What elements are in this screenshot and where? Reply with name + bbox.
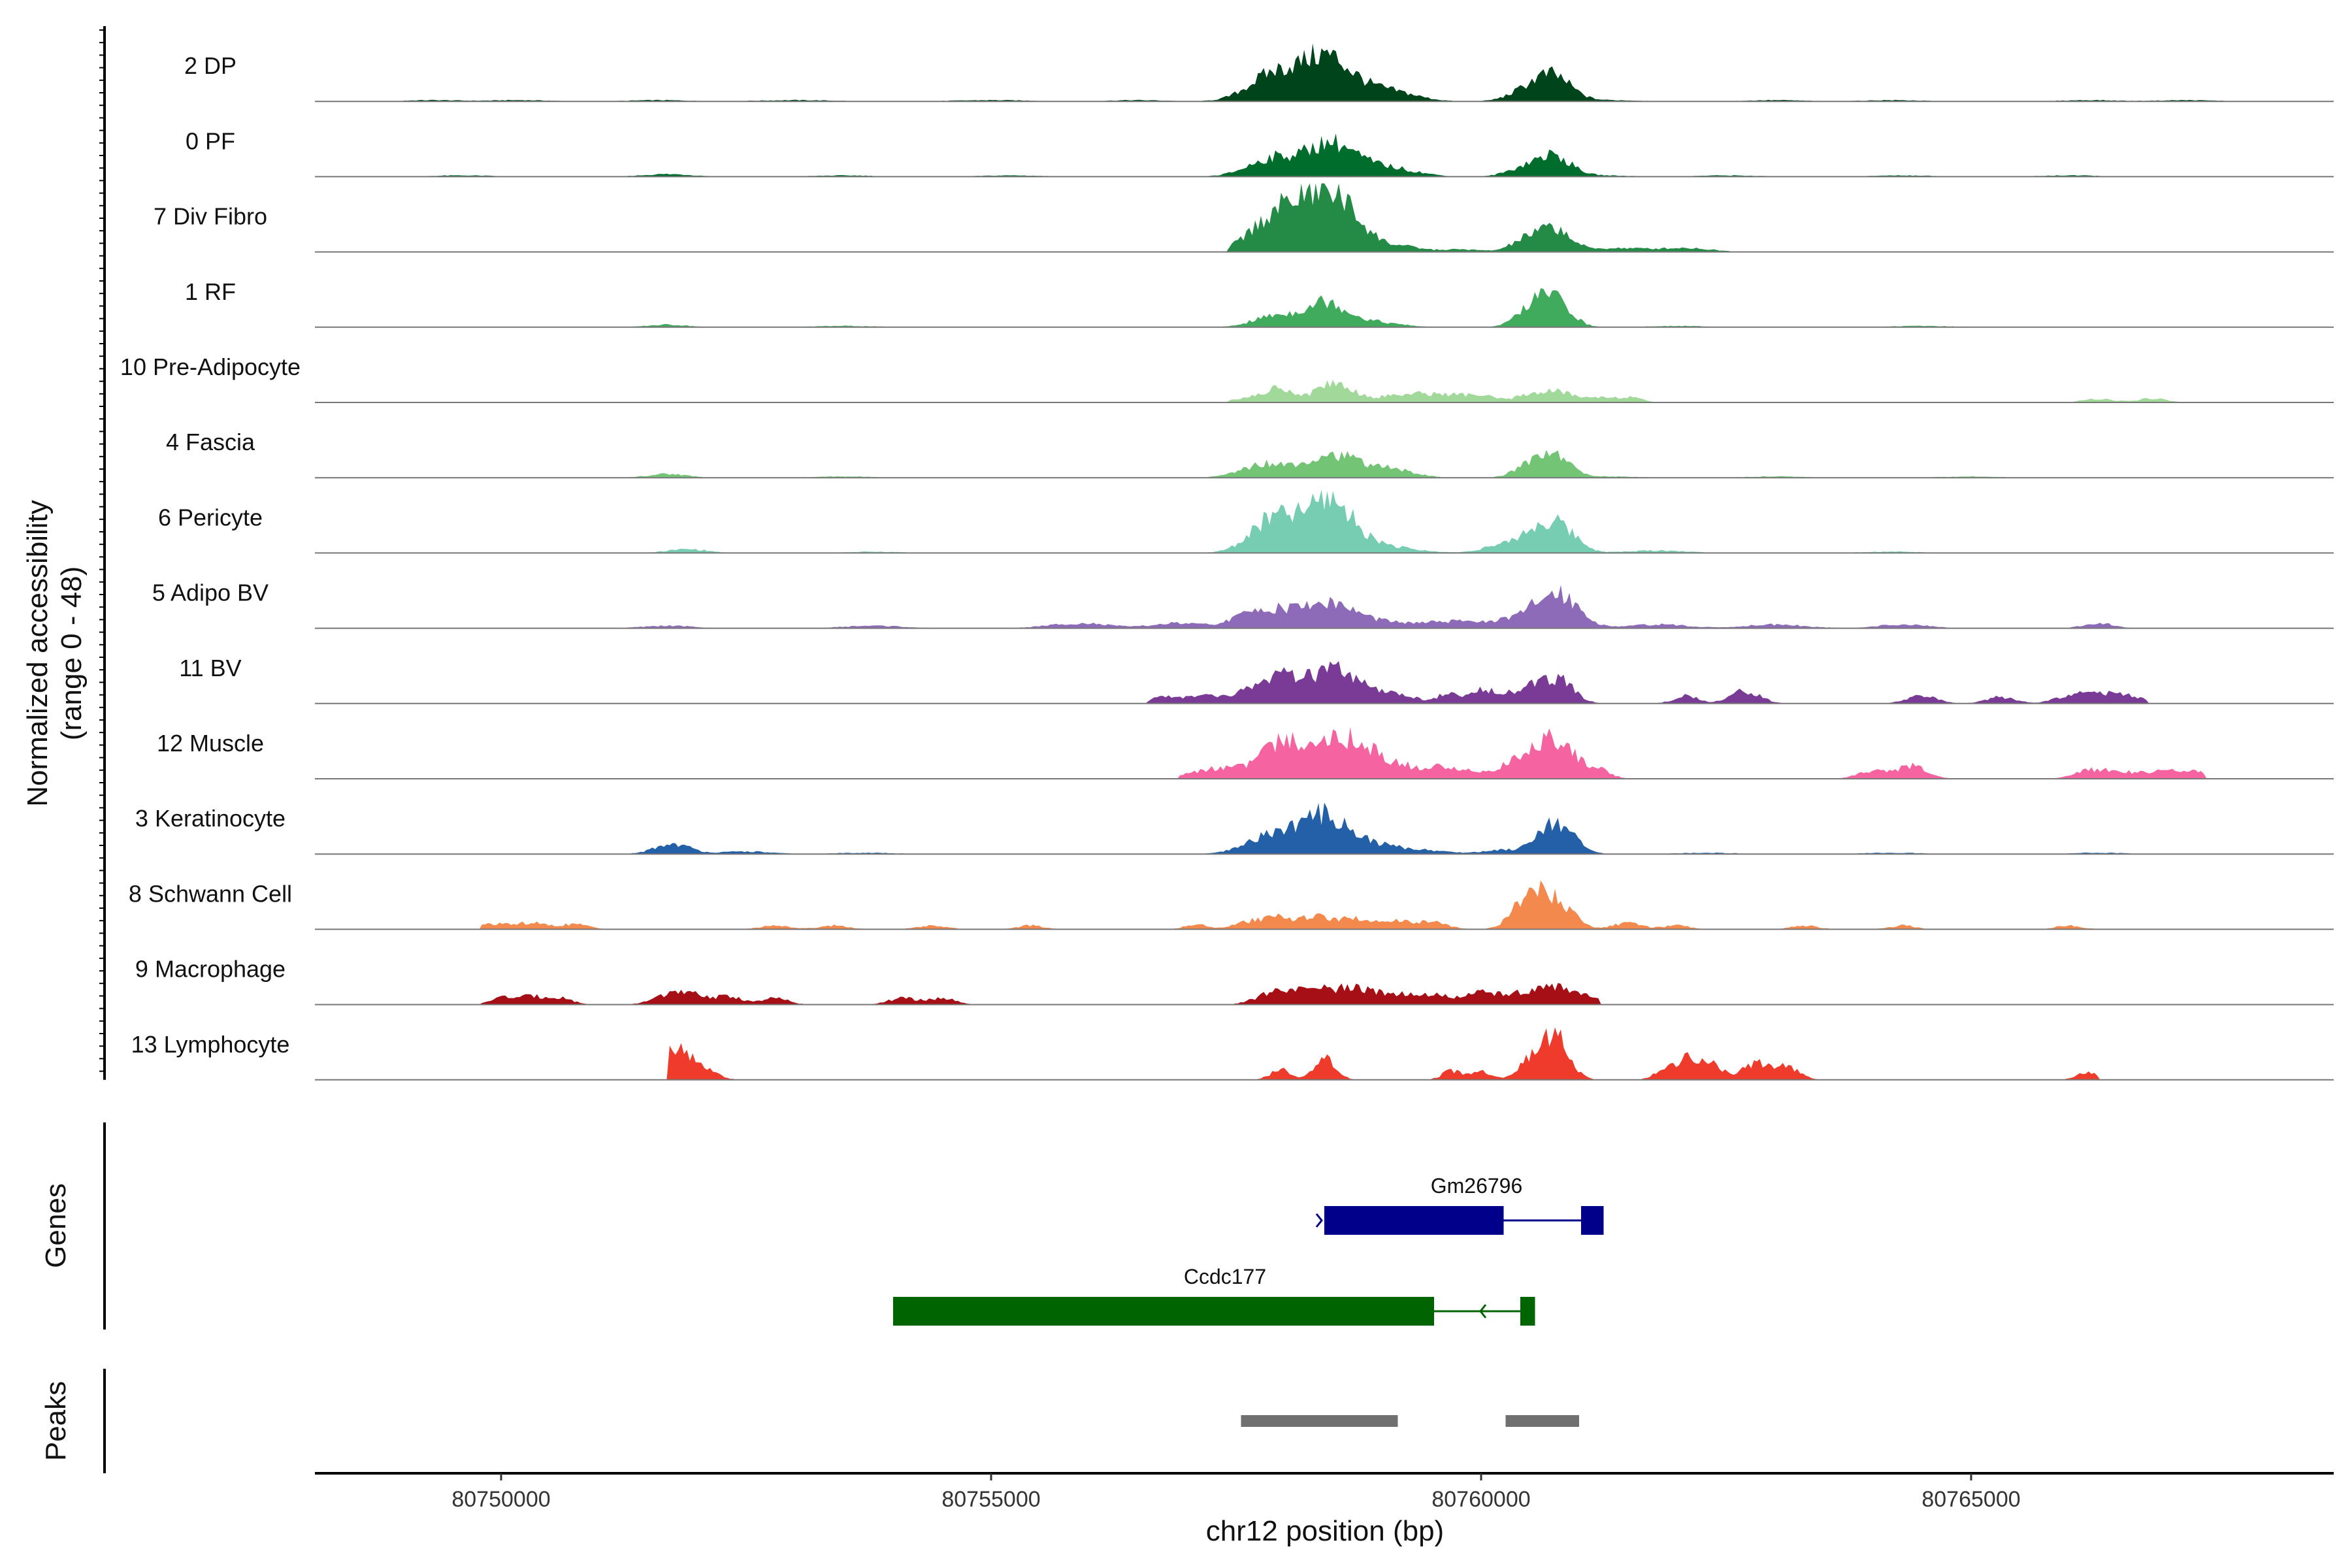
coverage-area xyxy=(315,133,2334,177)
gene-annotations: Gm26796 Ccdc177 xyxy=(893,1174,1604,1326)
coverage-area xyxy=(315,661,2334,704)
track-13: 13 Lymphocyte xyxy=(131,1027,2334,1081)
track-7: 5 Adipo BV xyxy=(152,580,2334,629)
track-10: 3 Keratinocyte xyxy=(135,802,2334,855)
peaks-panel-label: Peaks xyxy=(40,1381,72,1461)
track-label: 1 RF xyxy=(185,278,236,305)
strand-arrow-icon xyxy=(1497,1213,1505,1228)
track-label: 7 Div Fibro xyxy=(154,203,267,230)
y-axis-title: Normalized accessibility (range 0 - 48) xyxy=(22,500,88,806)
peak-region-bar xyxy=(1505,1415,1579,1427)
x-tick-label: 80750000 xyxy=(451,1487,550,1512)
track-5: 4 Fascia xyxy=(166,429,2334,479)
y-axis-title-line1: Normalized accessibility xyxy=(22,500,54,806)
track-4: 10 Pre-Adipocyte xyxy=(120,353,2334,403)
track-label: 8 Schwann Cell xyxy=(129,880,292,907)
track-label: 4 Fascia xyxy=(166,429,255,455)
track-12: 9 Macrophage xyxy=(135,956,2334,1005)
coverage-area xyxy=(315,727,2334,779)
track-2: 7 Div Fibro xyxy=(154,183,2334,253)
track-1: 0 PF xyxy=(186,127,2334,178)
track-label: 0 PF xyxy=(186,127,235,154)
track-label: 10 Pre-Adipocyte xyxy=(120,353,301,380)
track-9: 12 Muscle xyxy=(157,727,2334,779)
track-3: 1 RF xyxy=(185,278,2334,328)
x-axis: 80750000 80755000 80760000 80765000 xyxy=(315,1472,2334,1512)
track-label: 2 DP xyxy=(184,52,237,79)
x-tick-label: 80760000 xyxy=(1431,1487,1530,1512)
track-label: 9 Macrophage xyxy=(135,956,286,983)
gene-exon xyxy=(1581,1206,1604,1235)
coverage-area xyxy=(315,43,2334,102)
track-11: 8 Schwann Cell xyxy=(129,880,2334,930)
track-6: 6 Pericyte xyxy=(158,489,2334,554)
strand-arrow-icon xyxy=(1315,1213,1323,1228)
track-label: 6 Pericyte xyxy=(158,504,263,531)
x-axis-title: chr12 position (bp) xyxy=(1206,1515,1444,1547)
genes-panel-label: Genes xyxy=(40,1183,72,1268)
track-label: 11 BV xyxy=(179,655,241,681)
track-label: 13 Lymphocyte xyxy=(131,1031,290,1058)
gene-ccdc177: Ccdc177 xyxy=(893,1265,1535,1326)
gene-exon xyxy=(1520,1297,1535,1326)
coverage-area xyxy=(315,1027,2334,1080)
y-axis-ruler xyxy=(99,26,106,1080)
y-axis-title-line2: (range 0 - 48) xyxy=(56,566,88,741)
peak-region-bar xyxy=(1241,1415,1398,1427)
coverage-area xyxy=(315,183,2334,252)
coverage-area xyxy=(315,880,2334,930)
track-label: 12 Muscle xyxy=(157,730,264,757)
gene-exon xyxy=(1324,1206,1504,1235)
coverage-area xyxy=(315,585,2334,629)
x-tick-label: 80755000 xyxy=(941,1487,1040,1512)
gene-label: Gm26796 xyxy=(1431,1174,1523,1198)
coverage-area xyxy=(315,802,2334,855)
coverage-area xyxy=(315,449,2334,478)
gene-gm26796: Gm26796 xyxy=(1315,1174,1604,1235)
track-0: 2 DP xyxy=(184,43,2334,103)
strand-arrow-icon xyxy=(1479,1304,1487,1318)
track-8: 11 BV xyxy=(179,655,2334,704)
coverage-tracks: 2 DP 0 PF 7 Div Fibro 1 RF 10 Pre-Adipocyte 4… xyxy=(120,43,2334,1081)
gene-exon xyxy=(893,1297,1434,1326)
x-tick-label: 80765000 xyxy=(1921,1487,2020,1512)
coverage-area xyxy=(315,489,2334,553)
peak-regions xyxy=(1241,1415,1579,1427)
coverage-area xyxy=(315,380,2334,402)
coverage-area xyxy=(315,983,2334,1005)
coverage-area xyxy=(315,288,2334,327)
gene-label: Ccdc177 xyxy=(1184,1265,1266,1288)
track-label: 3 Keratinocyte xyxy=(135,805,286,832)
track-label: 5 Adipo BV xyxy=(152,580,269,606)
